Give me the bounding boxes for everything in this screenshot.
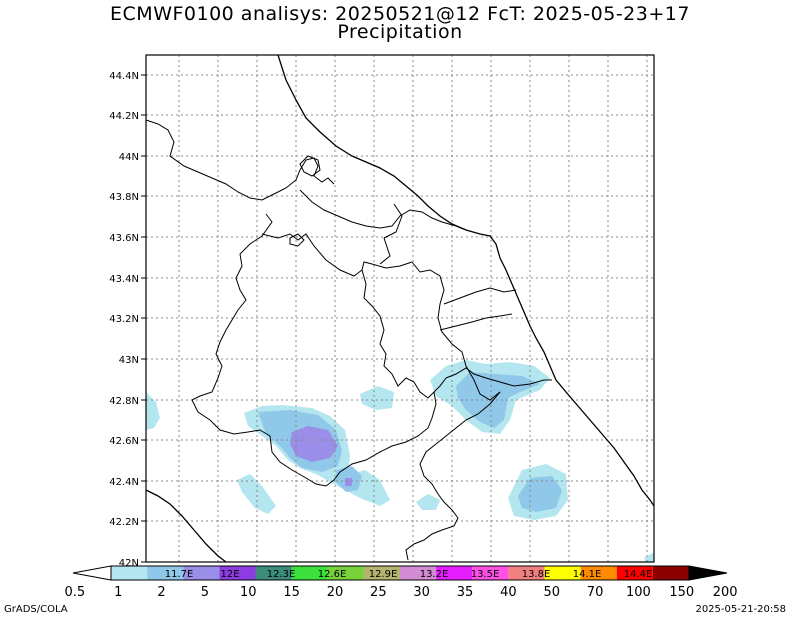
colorbar-segments [111,566,689,580]
boundary-umbria-west [261,233,413,277]
precip-area-small-west [237,474,276,514]
y-tick-label: 42.2N [109,517,139,528]
colorbar-left-arrow [72,565,112,581]
boundary-marche-emilia [299,189,467,231]
colorbar-label: 70 [587,585,604,600]
x-tick-label: 14.1E [573,569,602,580]
colorbar-label: 40 [500,585,517,600]
colorbar-label: 15 [283,585,300,600]
colorbar-label: 30 [413,585,430,600]
x-tick-label: 13.2E [420,569,449,580]
colorbar-segment [219,566,256,580]
y-tick-label: 43.6N [109,233,139,244]
colorbar-label: 200 [713,585,738,600]
map-subtitle: Precipitation [337,21,463,43]
boundary-lake [289,233,305,247]
colorbar-segment [291,566,328,580]
colorbar-label: 10 [240,585,257,600]
colorbar-label: 25 [370,585,387,600]
y-tick-label: 44.4N [109,71,139,82]
tyrrhenian-coastline [145,489,227,563]
y-tick-label: 43.2N [109,314,139,325]
colorbar-segment [147,566,184,580]
colorbar-segment [363,566,400,580]
colorbar-segment [472,566,509,580]
x-tick-label: 13.5E [471,569,500,580]
y-tick-label: 43N [119,355,139,366]
colorbar-segment [544,566,581,580]
colorbar-segment [652,566,689,580]
footer-credit: GrADS/COLA [4,604,68,615]
y-tick-label: 42.4N [109,477,139,488]
x-tick-label: 12.3E [267,569,296,580]
colorbar-label: 100 [626,585,651,600]
boundary-marche-south [439,287,517,331]
colorbar-segment [400,566,437,580]
colorbar-segment [183,566,220,580]
precip-area-west-edge [146,392,160,430]
colorbar-label: 5 [201,585,209,600]
colorbar: 11.7E 12E 12.3E 12.6E 12.9E 13.2E 13.5E … [65,565,738,600]
x-tick-label: 12.9E [369,569,398,580]
colorbar-label: 0.5 [65,585,86,600]
colorbar-segment [508,566,545,580]
boundary-lazio-abruzzo [405,391,501,561]
colorbar-label: 1 [114,585,122,600]
colorbar-segment [436,566,473,580]
y-tick-label: 44N [119,152,139,163]
boundary-abruzzo [445,367,552,387]
footer-timestamp: 2025-05-21-20:58 [695,604,786,615]
x-tick-label: 14.4E [624,569,653,580]
boundary-umbria-east [379,203,501,401]
y-tick-label: 42N [119,558,139,569]
colorbar-label: 20 [327,585,344,600]
colorbar-segment [616,566,653,580]
precip-area-central-core [290,426,338,462]
y-tick-label: 43.8N [109,192,139,203]
adriatic-coastline [277,54,655,507]
boundary-tuscany-north [145,119,335,201]
map-title: ECMWF0100 analisys: 20250521@12 FcT: 202… [110,3,690,25]
grid-lines [146,55,654,562]
precip-area-southeast-mid [518,476,562,512]
y-tick-label: 42.6N [109,436,139,447]
colorbar-segment [111,566,148,580]
colorbar-right-arrow [688,565,728,581]
region-boundaries [145,119,552,561]
x-tick-labels: 11.7E 12E 12.3E 12.6E 12.9E 13.2E 13.5E … [165,569,653,580]
precip-area-corner [644,552,654,562]
colorbar-frame [110,565,690,581]
colorbar-labels: 0.5 1 2 5 10 15 20 25 30 35 40 50 70 100 150 200 [65,585,738,600]
y-tick-label: 43.4N [109,274,139,285]
x-tick-label: 13.8E [522,569,551,580]
boundary-tuscany-east [191,213,437,487]
y-tick-label: 42.8N [109,396,139,407]
colorbar-label: 2 [157,585,165,600]
y-tick-labels: 44.4N 44.2N 44N 43.8N 43.6N 43.4N 43.2N … [109,71,139,569]
colorbar-label: 35 [457,585,474,600]
y-tick-label: 44.2N [109,111,139,122]
x-tick-label: 11.7E [165,569,194,580]
colorbar-segment [327,566,364,580]
colorbar-segment [580,566,617,580]
colorbar-segment [255,566,292,580]
y-tick-marks [141,74,146,563]
boundary-small-loop [299,155,321,177]
colorbar-label: 50 [543,585,560,600]
precip-area-small-south [416,494,440,510]
x-tick-label: 12.6E [318,569,347,580]
x-tick-label: 12E [220,569,239,580]
map-frame [145,54,655,563]
colorbar-label: 150 [669,585,694,600]
boundary-umbria-south [361,269,447,399]
precip-dot [345,478,352,486]
precip-field [146,360,654,562]
precip-area-spot [360,386,394,410]
